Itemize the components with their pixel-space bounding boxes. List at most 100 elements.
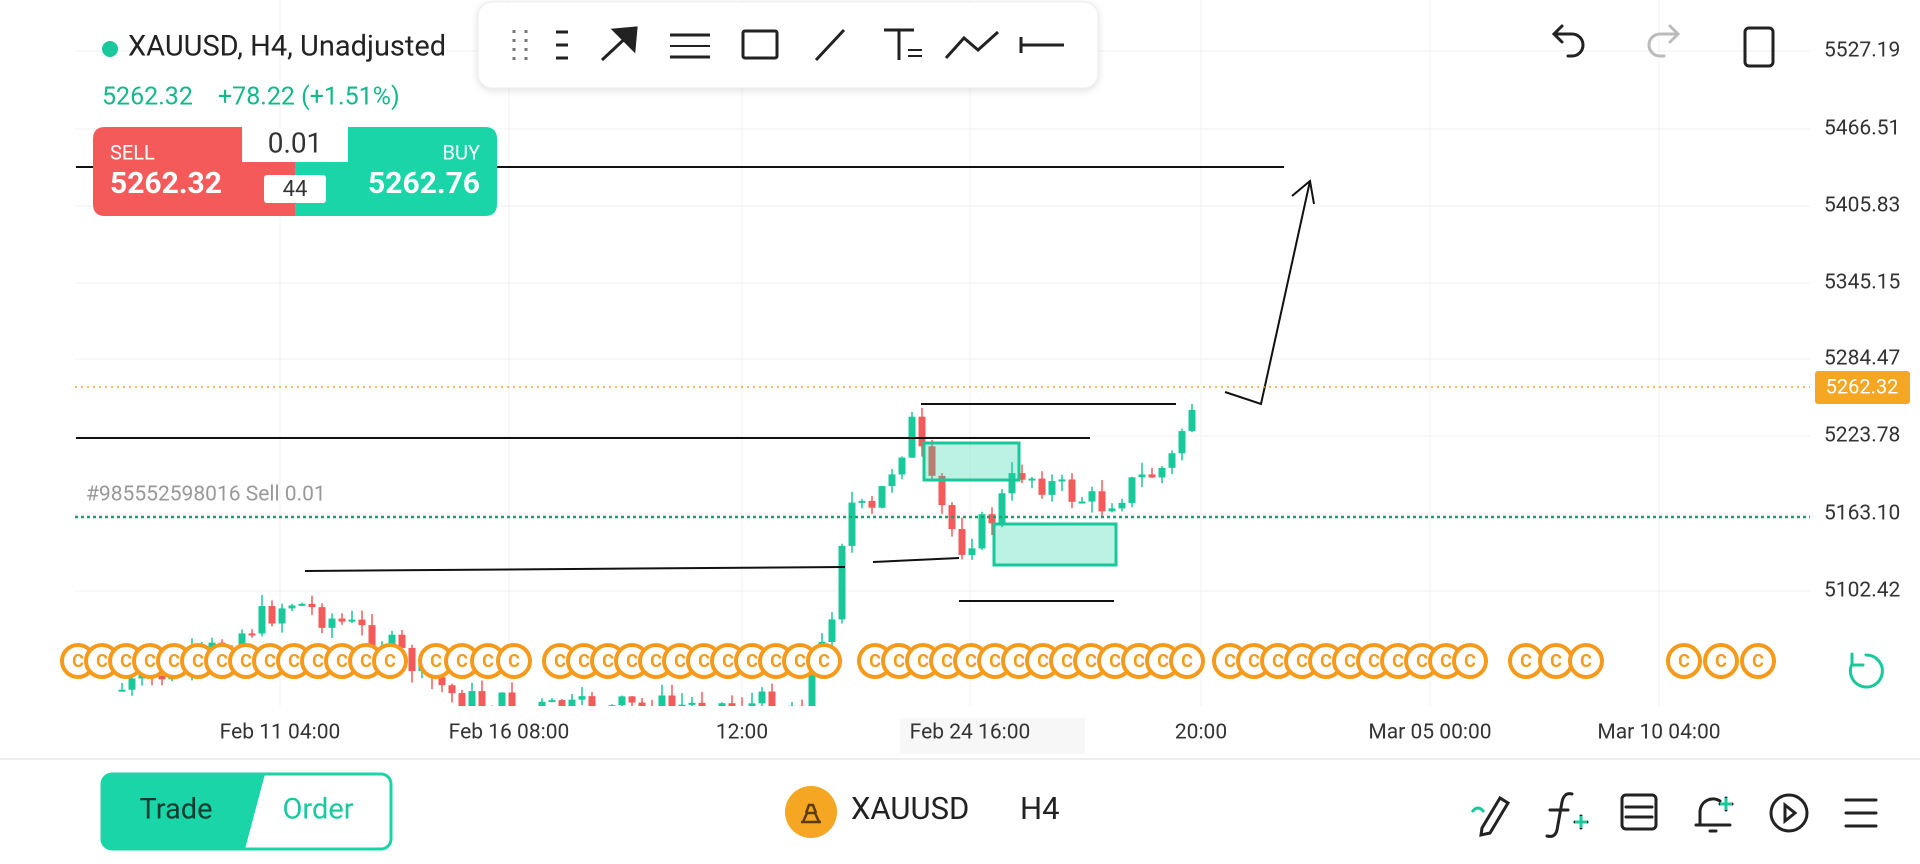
candle-body [519,707,526,716]
price-axis: 5527.19 5466.51 5405.83 5345.15 5284.47 5223.… [1824,39,1901,603]
time-label: Mar 05 00:00 [1368,721,1491,745]
event-marker-label: C [456,651,468,672]
candle-body [128,678,136,690]
candle-body [688,702,696,705]
event-marker-label: C [1013,651,1025,672]
candle-body [1028,478,1036,481]
price-label: 5102.42 [1824,579,1901,603]
undo[interactable] [1551,24,1585,58]
candle-body [529,707,536,709]
candle-body [248,633,256,636]
indicator-icon[interactable] [1545,792,1589,838]
tool-hline[interactable] [1019,37,1064,53]
candle-body [649,706,656,719]
candle-body [298,603,306,606]
event-marker-label: C [1678,651,1690,672]
candle-body [318,607,326,628]
candle-body [498,692,506,706]
candle-body [739,707,746,713]
tool-list[interactable] [556,30,568,60]
draw-icon[interactable] [1479,795,1511,837]
price-label: 5345.15 [1824,271,1900,295]
candle-body [1038,478,1046,495]
event-marker-label: C [1752,651,1764,672]
candle-body [768,691,776,706]
candle-body [548,700,556,703]
tool-line[interactable] [814,28,846,62]
candle-body [678,704,686,706]
event-marker-label: C [674,651,686,672]
redo[interactable] [1647,24,1681,58]
event-marker [1740,643,1776,679]
tool-path[interactable] [944,30,1000,60]
volume: 0.01 [268,126,323,159]
alert-icon[interactable] [1694,796,1734,833]
event-marker [1703,643,1739,679]
candle-body [709,714,716,720]
candle-body [758,691,766,704]
candle-body [888,474,896,487]
candle-body [599,716,606,718]
event-marker-label: C [578,651,590,672]
tool-rect[interactable] [741,29,779,60]
candle-body [878,486,886,508]
event-marker-label: C [1181,651,1193,672]
candle-body [928,446,936,476]
footer-symbol[interactable]: XAUUSD [851,790,969,827]
template-lines [1624,805,1654,819]
order-tab-label[interactable]: Order [282,793,353,827]
time-axis: Feb 11 04:00 Feb 16 08:00 12:00 Feb 24 16:0… [220,718,1721,754]
template-icon[interactable] [1620,793,1658,831]
candle-body [1008,473,1016,494]
candle-body [1078,501,1086,504]
candle-body [438,677,446,686]
candle-body [158,675,166,680]
event-marker-label: C [240,651,252,672]
event-marker-label: C [1520,651,1532,672]
event-marker-label: C [1037,651,1049,672]
event-marker [806,643,842,679]
candle-body [1098,491,1106,512]
candle-body [788,705,796,706]
candle-body [1088,491,1096,502]
price-label: 5527.19 [1824,39,1900,63]
price-label: 5466.51 [1824,117,1900,141]
event-marker-label: C [602,651,614,672]
candle-body [1148,474,1156,478]
candle-body [1108,508,1116,512]
footer-timeframe[interactable]: H4 [1020,790,1060,827]
event-marker-label: C [1344,651,1356,672]
candle-body [348,619,356,622]
replay-icon[interactable] [1769,793,1809,833]
event-marker-label: C [746,651,758,672]
candle-body [388,634,396,649]
orientation[interactable] [1743,26,1775,68]
last-price: 5262.32 [102,83,193,112]
crosshair-tag [900,718,1085,754]
candle-body [658,695,666,706]
candle-body [568,699,576,706]
candle-body [368,625,376,651]
reset-chart[interactable] [1848,652,1884,689]
price-label: 5223.78 [1824,424,1900,448]
sell-price: 5262.32 [110,166,222,201]
price-label: 5405.83 [1824,194,1900,218]
candle-body [1168,453,1176,468]
candle-body [638,702,646,706]
candle-body [1158,467,1166,478]
event-marker-label: C [312,651,324,672]
tool-arrow[interactable] [600,26,638,62]
trade-tab[interactable] [102,774,265,849]
menu-icon[interactable] [1844,798,1878,828]
volume-box[interactable] [242,127,348,162]
candle-body [968,548,976,555]
candle-body [508,692,516,706]
event-marker-label: C [384,651,396,672]
candle-body [278,608,286,624]
tool-text[interactable] [884,28,922,60]
event-marker-label: C [1368,651,1380,672]
order-label: #985552598016 Sell 0.01 [86,483,326,507]
tool-fib[interactable] [670,33,710,59]
candle-body [258,606,266,634]
candle-body [328,618,336,628]
